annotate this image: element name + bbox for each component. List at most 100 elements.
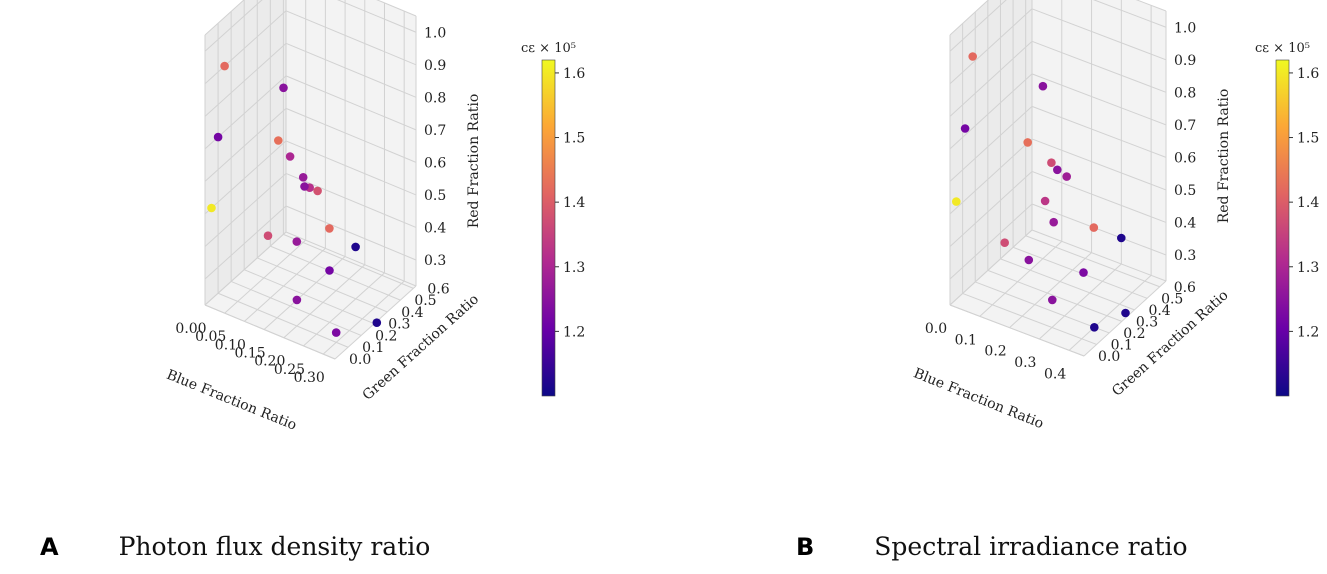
pane-edge (1031, 229, 1167, 282)
caption-a-letter: A (40, 533, 59, 561)
tick-blue: 0.00 (175, 321, 206, 337)
colorbar-tick-label: 1.3 (1297, 260, 1319, 276)
gridline-red-right (1031, 170, 1167, 223)
gridline-green-floor (217, 292, 349, 348)
tick-green: 0.1 (362, 340, 384, 356)
gridline-red-left (204, 10, 287, 85)
data-point (279, 83, 288, 93)
gridline-red-right (1031, 8, 1167, 61)
data-point (298, 173, 308, 182)
panel-b-spectral-irradiance: 0.00.10.20.30.40.00.10.20.30.40.50.60.30… (911, 0, 1319, 432)
data-point (1079, 268, 1088, 277)
tick-blue: 0.05 (195, 329, 226, 345)
pane-edge (204, 0, 245, 36)
tick-blue: 0.20 (254, 354, 285, 370)
pane-edge (204, 304, 336, 360)
floor-pane (205, 232, 416, 359)
data-point (1121, 308, 1130, 318)
data-point (331, 328, 341, 337)
gridline-green-floor (257, 257, 388, 313)
tick-blue: 0.10 (215, 337, 246, 353)
tick-green: 0.5 (414, 293, 436, 309)
colorbar-label: cε × 10⁵ (521, 41, 576, 56)
tick-red: 0.5 (424, 188, 446, 204)
gridline-green-floor (1000, 258, 1135, 311)
gridline-red-right (285, 107, 417, 163)
tick-blue: 0.2 (984, 344, 1006, 360)
gridline-red-right (337, 0, 417, 33)
tick-green: 0.0 (1098, 349, 1120, 365)
tick-red: 0.3 (424, 253, 446, 269)
tick-green: 0.4 (1148, 303, 1170, 319)
gridline-red-right (285, 42, 417, 98)
caption-b-title: Spectral irradiance ratio (874, 532, 1188, 561)
gridline-green-floor (962, 292, 1097, 345)
gridline-red-left (949, 73, 1033, 150)
pane-edge (285, 231, 417, 287)
floor-pane (950, 230, 1166, 356)
data-point (292, 295, 302, 305)
tick-blue: 0.4 (1044, 366, 1066, 382)
tick-green: 0.4 (401, 305, 423, 321)
data-point (1000, 238, 1009, 247)
tick-blue: 0.0 (925, 321, 947, 337)
data-point (220, 61, 229, 71)
tick-green: 0.2 (1123, 326, 1145, 342)
pane-edge (1135, 0, 1167, 12)
caption-b: B Spectral irradiance ratio (796, 532, 1188, 572)
gridline-red-left (949, 40, 1033, 117)
gridline-red-right (1031, 138, 1167, 191)
data-point (1089, 223, 1099, 232)
gridline-red-left (949, 106, 1033, 182)
gridline-red-right (285, 10, 417, 66)
gridline-red-left (949, 203, 1033, 280)
tick-red: 0.9 (1174, 53, 1196, 69)
tick-blue: 0.3 (1014, 355, 1036, 371)
tick-green: 0.1 (1111, 337, 1133, 353)
gridline-blue-floor (322, 280, 405, 355)
colorbar-tick-label: 1.4 (1297, 195, 1319, 211)
data-point (274, 136, 283, 145)
left-pane (950, 0, 1032, 305)
tick-green: 0.2 (375, 328, 397, 344)
data-point (1053, 165, 1062, 175)
right-pane (286, 0, 416, 286)
colorbar-tick-label: 1.6 (1297, 66, 1319, 82)
gridline-green-floor (270, 245, 401, 301)
tick-red: 0.6 (424, 155, 446, 171)
tick-red: 0.7 (1174, 118, 1196, 134)
gridline-green-floor (244, 269, 375, 325)
colorbar-tick-label: 1.5 (1297, 131, 1319, 147)
data-point (300, 182, 309, 191)
tick-red: 0.8 (424, 90, 446, 106)
data-point (952, 197, 961, 206)
data-point (1040, 196, 1050, 206)
data-point (213, 132, 223, 142)
gridline-blue-floor (1038, 263, 1122, 340)
gridline-green-floor (987, 269, 1123, 322)
data-point (1038, 81, 1048, 91)
gridline-red-left (204, 42, 287, 117)
gridline-green-floor (230, 280, 362, 336)
colorbar-tick-label: 1.4 (563, 195, 585, 211)
caption-a: A Photon flux density ratio (40, 532, 430, 572)
gridline-red-left (204, 108, 287, 182)
colorbar-tick-label: 1.2 (1297, 324, 1319, 340)
colorbar-tick-label: 1.6 (563, 66, 585, 82)
tick-blue: 0.30 (294, 370, 325, 386)
tick-red: 0.5 (1174, 183, 1196, 199)
tick-red: 0.3 (1174, 248, 1196, 264)
tick-red: 0.4 (424, 220, 446, 236)
tick-green: 0.5 (1161, 291, 1183, 307)
gridline-blue-floor (1009, 252, 1092, 329)
pane-edge (949, 304, 1085, 357)
data-point (1117, 233, 1126, 243)
gridline-red-right (1031, 203, 1167, 256)
gridline-red-right (1092, 0, 1167, 28)
gridline-red-right (1031, 73, 1167, 126)
gridline-green-floor (283, 233, 414, 289)
gridline-blue-floor (283, 264, 366, 339)
gridline-red-left (204, 173, 287, 247)
data-point (325, 266, 334, 275)
